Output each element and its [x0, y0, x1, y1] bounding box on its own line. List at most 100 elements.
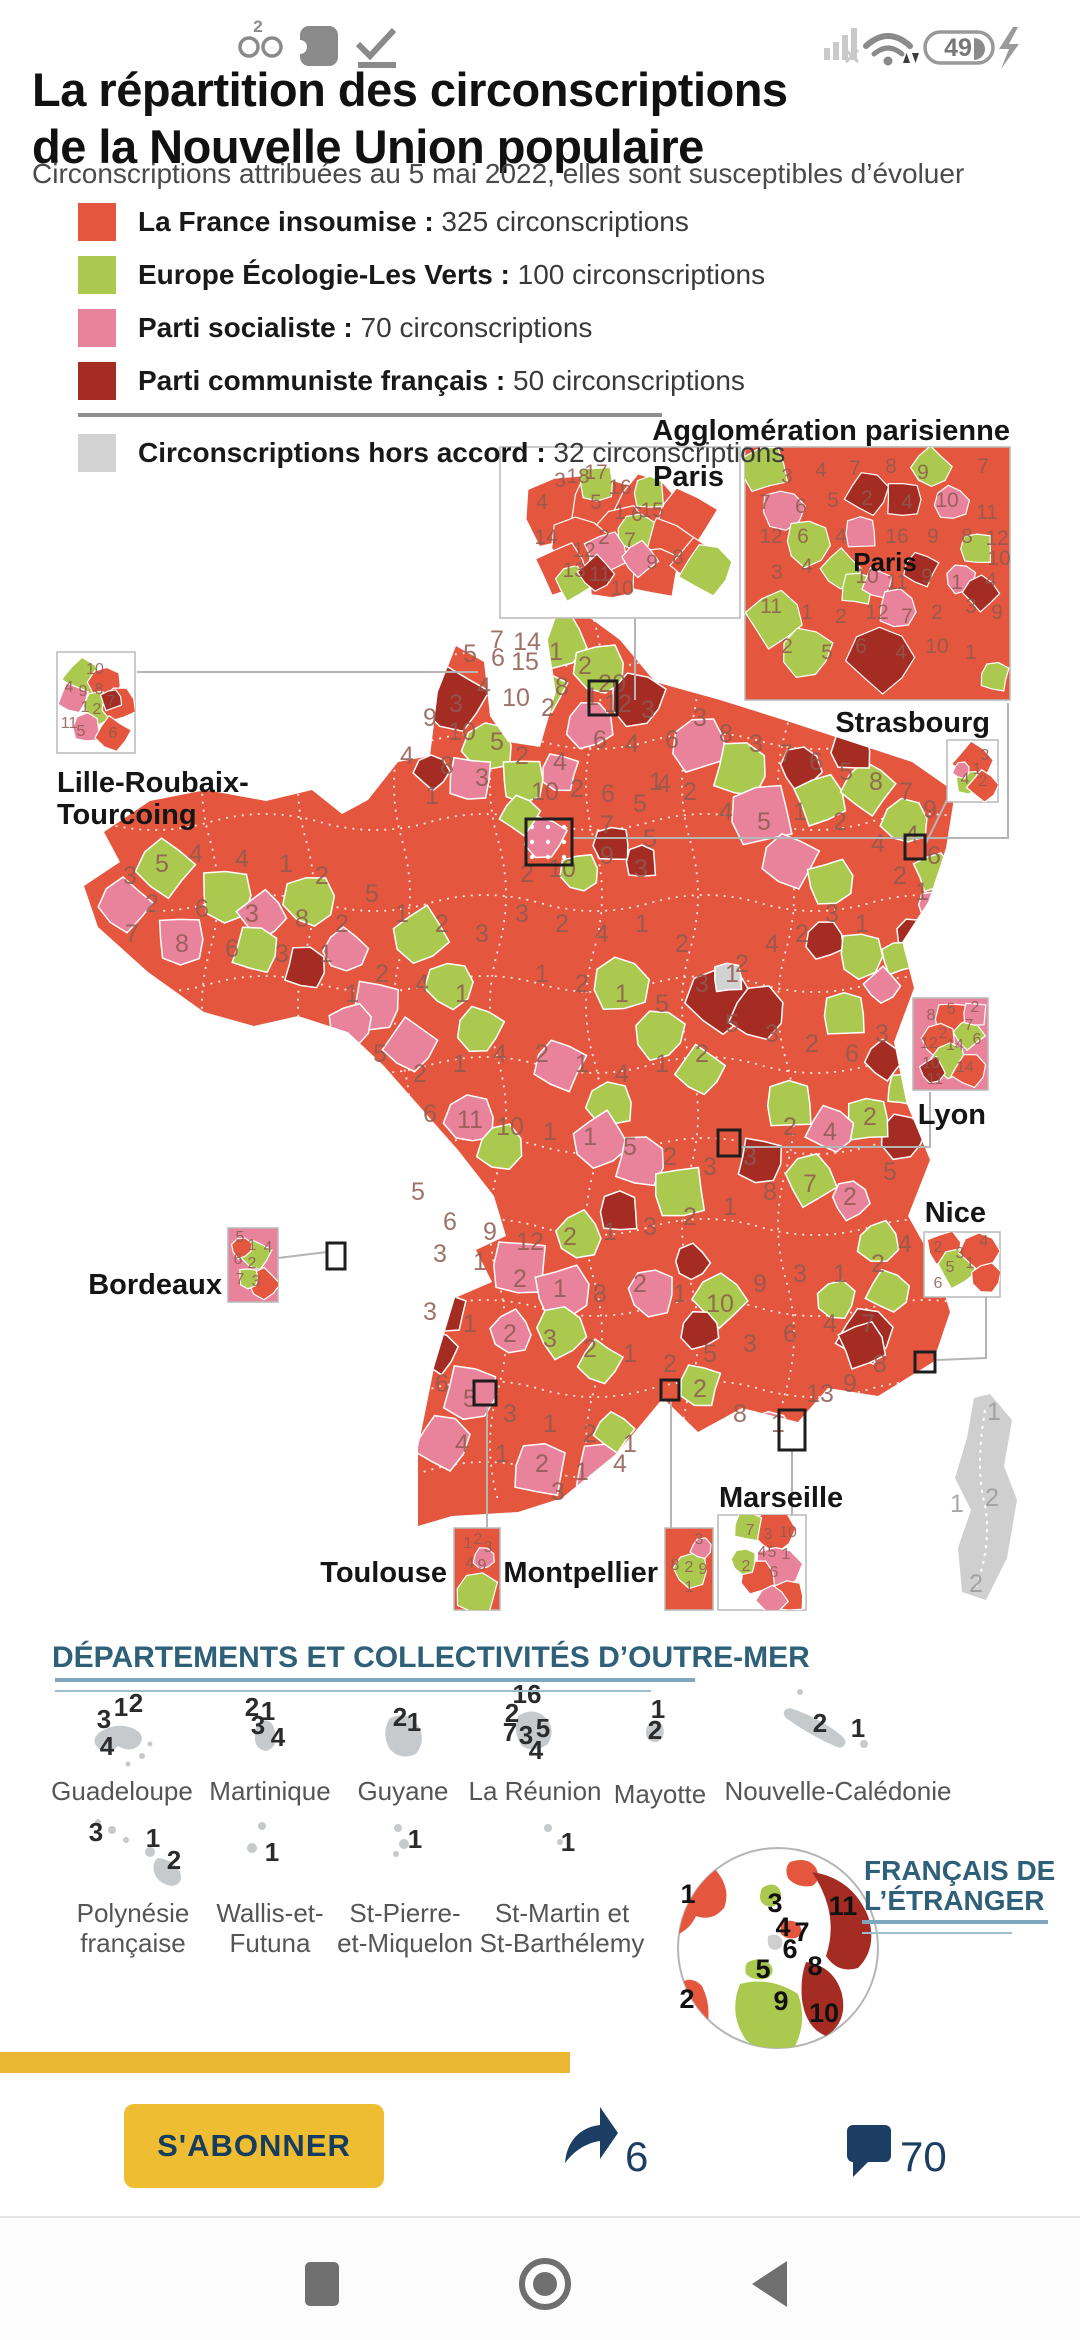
map-number: 5	[821, 641, 833, 664]
map-number: 2	[535, 1040, 549, 1068]
comment-count[interactable]: 70	[900, 2133, 947, 2180]
corsica-map	[955, 1394, 1017, 1600]
inset-strasbourg: 314 2	[946, 739, 999, 803]
map-number: 6	[443, 1208, 457, 1236]
map-number: 4	[823, 1310, 837, 1338]
map-number: 2	[167, 1845, 181, 1875]
map-number: 1	[649, 768, 663, 796]
map-number: 2	[683, 1203, 697, 1231]
map-number: 2	[375, 960, 389, 988]
map-number: 5	[703, 1340, 717, 1368]
map-number: 5	[155, 850, 169, 878]
map-number: 9	[753, 1270, 767, 1298]
map-number: 5	[463, 640, 477, 668]
map-number: 2	[583, 1420, 597, 1448]
map-number: 9	[483, 1218, 497, 1246]
map-number: 2	[129, 1688, 143, 1718]
inset-connectors	[137, 618, 1009, 1528]
dual-apps-icon: 2	[238, 17, 283, 58]
map-number: 5	[768, 1544, 777, 1561]
map-number: 1	[543, 1410, 557, 1438]
map-number: 5	[365, 880, 379, 908]
map-patches	[97, 609, 953, 1497]
territory-name: La Réunion	[469, 1776, 602, 1806]
map-number: 12	[920, 1035, 938, 1052]
map-number: 7	[107, 693, 116, 710]
map-number: 6	[665, 726, 679, 754]
comment-icon[interactable]	[845, 2123, 893, 2183]
title-line2: de la Nouvelle Union populaire	[32, 120, 704, 174]
map-number: 1	[473, 1248, 487, 1276]
map-number: 4	[871, 830, 885, 858]
share-icon[interactable]	[560, 2101, 620, 2171]
inset-numbers: 2 435 1 6	[934, 1233, 989, 1292]
map-number: 1	[833, 1260, 847, 1288]
map-number: 7	[746, 1522, 755, 1539]
back-button[interactable]	[752, 2261, 787, 2307]
map-number: 6	[797, 525, 809, 548]
map-number: 2	[781, 635, 793, 658]
map-number: 1	[543, 1118, 557, 1146]
map-number: 7	[779, 740, 793, 768]
map-number: 15	[511, 648, 539, 676]
inset-label-lyon: Lyon	[918, 1099, 986, 1131]
map-number: 2	[563, 1223, 577, 1251]
map-number: 9	[923, 796, 937, 824]
map-number: 2	[931, 601, 943, 624]
legend-item: Parti communiste français : 50 circonscr…	[78, 360, 745, 402]
map-number: 4	[801, 555, 813, 578]
map-number: 3	[245, 900, 259, 928]
map-number: 9	[927, 525, 939, 548]
territory-name: St-Martin et	[495, 1898, 630, 1928]
uk-region	[760, 1884, 782, 1907]
map-number: 6	[855, 635, 867, 658]
map-number: 1	[575, 1458, 589, 1486]
home-button[interactable]	[519, 2258, 571, 2310]
map-number: 10	[86, 661, 104, 678]
map-number: 20	[598, 670, 626, 698]
map-number: 1	[425, 782, 439, 810]
map-number: 6	[934, 1275, 943, 1292]
map-number: 3	[771, 561, 783, 584]
map-number: 9	[917, 461, 929, 484]
map-number: 6	[927, 842, 941, 870]
map-number: 1	[114, 1692, 128, 1722]
map-number: 2	[685, 1559, 694, 1576]
map-number: 11	[760, 595, 782, 618]
subscribe-button[interactable]: S'ABONNER	[124, 2104, 384, 2188]
map-number: 1	[549, 638, 563, 666]
map-number: 2	[693, 1375, 707, 1403]
map-number: 3	[475, 920, 489, 948]
map-number: 1	[965, 641, 977, 664]
legend-label: Europe Écologie-Les Verts :	[138, 259, 518, 290]
map-number: 6	[491, 644, 505, 672]
map-number: 3	[981, 747, 990, 764]
map-number: 4	[613, 1450, 627, 1478]
map-number: 1	[615, 980, 629, 1008]
map-number: 1	[635, 910, 649, 938]
map-number: 1	[723, 1193, 737, 1221]
map-number: 5	[490, 728, 504, 756]
share-count[interactable]: 6	[625, 2133, 649, 2180]
foreign-section: 1 3 11 4 765 8 2 9 10 FRANÇAIS DEL’ÉTRANGER	[679, 1855, 1055, 2028]
recents-button[interactable]	[305, 2262, 339, 2306]
map-number: 2	[413, 1060, 427, 1088]
east-europe-region	[812, 1872, 872, 1970]
map-number: 1	[81, 699, 90, 716]
map-number: 2	[555, 910, 569, 938]
map-number: 4	[493, 1040, 507, 1068]
map-number: 2	[505, 1698, 519, 1728]
map-number: 2	[679, 1984, 694, 2014]
map-number: 6	[631, 503, 643, 526]
map-number: 2	[541, 694, 555, 722]
map-number: 4	[895, 641, 907, 664]
inset-bordeaux: 5 1 4 6 27 3	[227, 1227, 279, 1303]
map-number: 9	[991, 601, 1003, 624]
district-numbers: 7137145615122081123410239105483124646383…	[123, 585, 1001, 1598]
map-number: 4	[264, 1239, 273, 1256]
map-number: 2	[893, 862, 907, 890]
map-number: 5	[839, 758, 853, 786]
city-marker	[903, 833, 927, 861]
